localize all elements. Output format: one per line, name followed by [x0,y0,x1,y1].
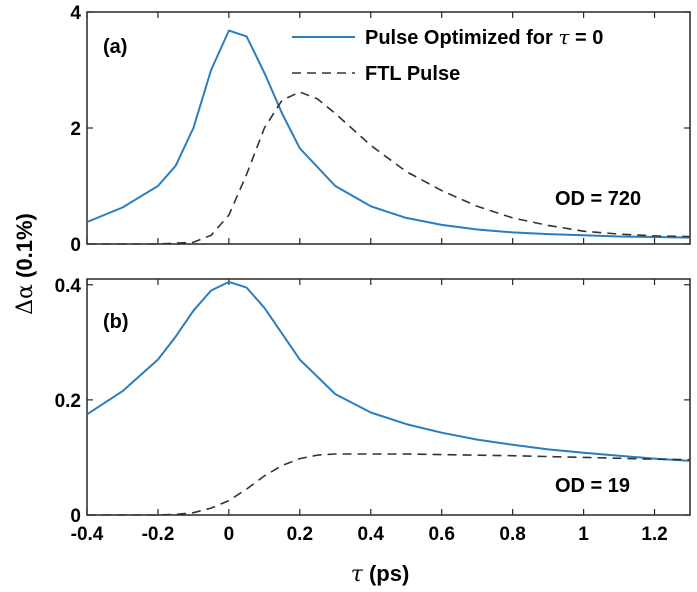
panel-b-ftl-pulse-line [87,453,691,516]
panel-b-y-tick-label: 0.2 [55,391,81,412]
x-tick-label: -0.2 [142,524,175,545]
panel-b: -0.4 -0.2 0 0.2 0.4 0.6 0.8 1 1.2 0 0.2 0.4 (b) OD … [55,276,691,545]
panel-a-series [86,29,691,245]
panel-b-y-tick-label: 0 [70,506,81,527]
panel-b-ticks: -0.4 -0.2 0 0.2 0.4 0.6 0.8 1 1.2 0 0.2 0.4 [55,276,690,545]
panel-a-annotation: OD = 720 [555,188,641,210]
panel-a-y-tick-label: 2 [70,119,81,140]
x-tick-label: 0.8 [499,524,525,545]
x-tick-label: -0.4 [71,524,104,545]
legend-solid-label: Pulse Optimized for [365,27,553,49]
y-axis-label: Δα (0.1%) [12,213,38,315]
panel-b-annotation: OD = 19 [555,475,630,497]
panel-a-y-tick-label: 0 [70,235,81,256]
x-tick-label: 0 [224,524,235,545]
panel-a: 0 2 4 (a) OD = 720 Pulse Optimized for τ =… [70,3,691,256]
x-tick-label: 0.2 [287,524,313,545]
legend-solid-suffix: = 0 [575,27,603,49]
y-axis-symbol: Δα [13,284,38,315]
panel-a-optimized-pulse-line [86,29,691,239]
panel-b-optimized-pulse-line [86,280,691,462]
legend-dashed-text: FTL Pulse [365,63,460,85]
legend-solid-text: Pulse Optimized for τ = 0 [365,25,603,49]
x-axis-unit: (ps) [369,561,409,586]
panel-b-series [86,280,691,516]
x-axis-symbol: τ [351,562,364,587]
x-tick-label: 1 [578,524,589,545]
x-tick-label: 0.6 [428,524,454,545]
panel-b-frame [86,278,691,516]
panel-a-label: (a) [103,36,127,58]
legend: Pulse Optimized for τ = 0 FTL Pulse [292,25,603,85]
panel-a-ftl-pulse-line [87,91,691,245]
panel-a-y-tick-label: 4 [70,3,81,24]
x-tick-label: 0.4 [358,524,385,545]
panel-b-y-tick-label: 0.4 [55,276,82,297]
y-axis-unit: (0.1%) [12,213,37,278]
x-axis-label: τ (ps) [351,561,410,587]
panel-a-ticks: 0 2 4 [70,3,690,256]
x-tick-label: 1.2 [641,524,667,545]
legend-solid-symbol: τ [558,25,570,49]
panel-b-label: (b) [103,311,129,333]
